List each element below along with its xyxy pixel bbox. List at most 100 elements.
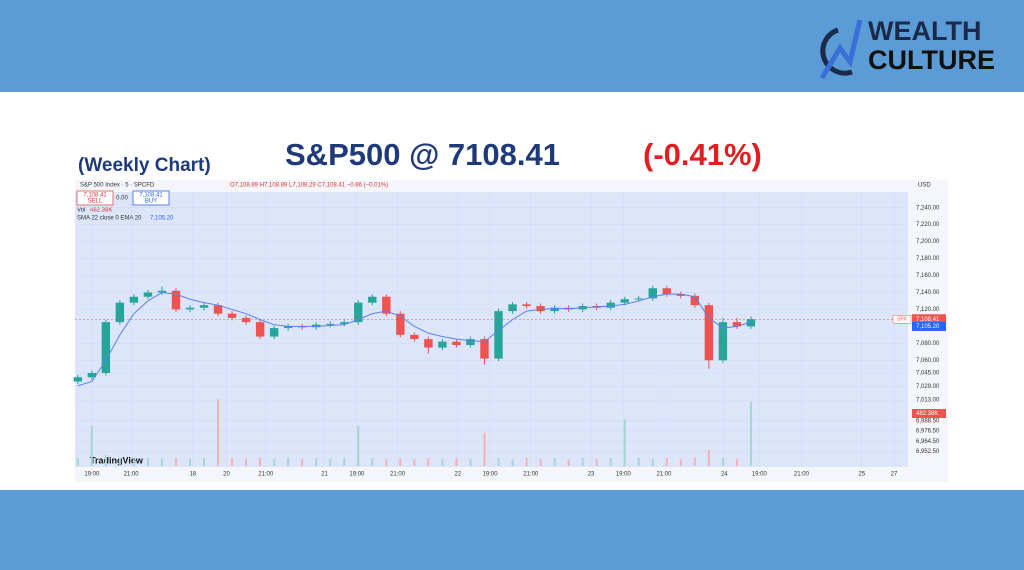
volume-bar — [146, 458, 149, 466]
volume-bar — [427, 458, 430, 466]
vol-value: 482.38K — [90, 208, 112, 214]
volume-bar — [343, 458, 346, 466]
volume-bar — [301, 459, 304, 466]
y-tick-label: 7,080.00 — [916, 341, 940, 347]
x-tick-label: 21:00 — [656, 472, 672, 478]
candle-body — [634, 298, 643, 300]
candle-body — [87, 373, 97, 378]
candle-body — [326, 323, 335, 325]
candle-body — [368, 296, 377, 303]
x-tick-label: 25 — [858, 472, 865, 478]
volume-bar — [188, 459, 191, 466]
y-tick-label: 7,029.00 — [916, 384, 940, 390]
vol-label: Vol — [77, 208, 85, 214]
candle-body — [732, 322, 742, 327]
x-tick-label: 21:00 — [258, 472, 274, 478]
volume-bar — [693, 458, 696, 466]
volume-bar — [623, 419, 626, 466]
volume-bar — [90, 426, 93, 466]
x-tick-label: 19:00 — [483, 472, 499, 478]
candle-body — [157, 290, 167, 293]
y-tick-label: 6,964.50 — [916, 439, 940, 445]
x-tick-label: 20 — [223, 472, 230, 478]
volume-bar — [231, 458, 234, 466]
volume-bar — [707, 450, 710, 466]
volume-bar — [441, 459, 444, 466]
volume-bar — [539, 459, 542, 466]
price-tag-bg — [892, 315, 912, 324]
y-tick-label: 7,045.00 — [916, 371, 940, 377]
subtitle: (Weekly Chart) — [78, 155, 211, 176]
y-tick-label: 7,180.00 — [916, 256, 940, 262]
candle-body — [718, 322, 728, 361]
plot-area — [75, 192, 908, 467]
volume-bar — [160, 459, 163, 466]
x-tick-label: 21:00 — [523, 472, 539, 478]
volume-bar — [483, 432, 486, 466]
volume-bar — [679, 459, 682, 466]
volume-bar — [371, 458, 374, 466]
candle-body — [410, 334, 419, 340]
price-tag-bg — [912, 314, 946, 324]
candle-body — [129, 296, 139, 303]
volume-bar — [273, 459, 276, 466]
sell-button[interactable] — [76, 190, 114, 206]
volume-bar — [497, 458, 500, 466]
candle-body — [73, 377, 83, 382]
sma-line — [77, 291, 752, 387]
candle-body — [283, 326, 293, 329]
candle-body — [550, 307, 559, 312]
candle-body — [606, 302, 615, 308]
volume-bar — [665, 458, 668, 466]
candle-body — [480, 339, 489, 359]
y-tick-label: 6,952.50 — [916, 449, 940, 455]
logo-text: CULTURE — [868, 45, 995, 75]
brand: TradingView — [90, 455, 144, 465]
volume-bar — [217, 399, 220, 466]
price-tag-symbol: SPX — [897, 317, 908, 323]
candle-body — [648, 288, 657, 299]
currency: USD — [918, 183, 931, 189]
buy-button[interactable] — [132, 190, 170, 206]
y-tick-label: 6,988.50 — [916, 418, 940, 424]
y-tick-label: 7,013.00 — [916, 398, 940, 404]
volume-bar — [721, 458, 724, 466]
candle-body — [269, 328, 279, 337]
sma-tag: 7,105.20 — [916, 324, 940, 330]
candle-body — [199, 305, 209, 308]
candle-body — [115, 302, 125, 323]
y-tick-label: 7,160.00 — [916, 273, 940, 279]
volume-bar — [581, 458, 584, 466]
x-tick-label: 21:00 — [124, 472, 140, 478]
symbol: S&P 500 Index · 5 · SPCFD — [80, 183, 155, 189]
x-tick-label: 18 — [189, 472, 196, 478]
candle-body — [396, 313, 405, 335]
sell-label: SELL — [88, 199, 103, 205]
logo-icon — [819, 19, 863, 80]
vol-tag-bg — [912, 409, 946, 418]
volume-bar — [567, 459, 570, 466]
candle-body — [227, 313, 237, 318]
candle-body — [676, 294, 686, 296]
x-tick-label: 19:00 — [752, 472, 768, 478]
volume-bar — [329, 459, 332, 466]
x-tick-label: 19:00 — [84, 472, 100, 478]
candle-body — [662, 288, 672, 295]
x-tick-label: 21 — [321, 472, 328, 478]
candle-body — [746, 319, 756, 327]
candle-body — [508, 304, 517, 312]
spread: 0.00 — [116, 196, 128, 202]
candle-body — [704, 305, 714, 361]
vol-tag: 482.38K — [916, 411, 938, 417]
price-tag: 7,108.41 — [916, 317, 940, 323]
title-change: (-0.41%) — [643, 137, 762, 172]
candle-body — [213, 305, 223, 314]
x-tick-label: 22 — [454, 472, 461, 478]
ohlc: O7,108.89 H7,108.89 L7,108.29 C7,108.41 … — [230, 183, 388, 189]
candle-body — [143, 292, 153, 297]
candle-body — [382, 296, 391, 314]
volume-bar — [118, 458, 121, 466]
candle-body — [522, 304, 531, 307]
volume-bar — [174, 458, 177, 466]
x-tick-label: 19:00 — [616, 472, 632, 478]
